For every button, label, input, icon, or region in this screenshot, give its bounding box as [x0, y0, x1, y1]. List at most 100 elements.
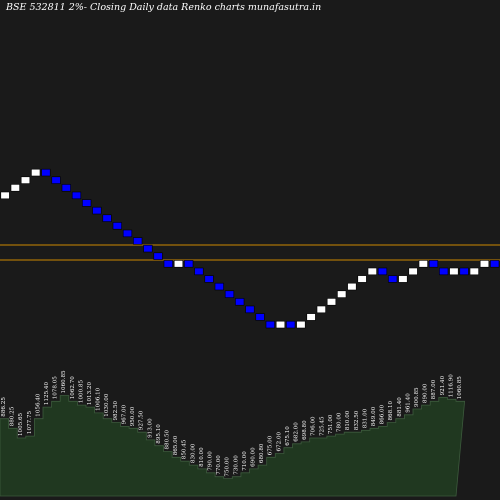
renko-up-brick: [449, 267, 459, 276]
volume-label: 1060.85: [457, 376, 463, 400]
volume-label: 1030.00: [104, 393, 110, 417]
volume-label: 1056.40: [35, 393, 41, 417]
renko-down-brick: [490, 260, 500, 268]
volume-series-area: [0, 395, 466, 497]
volume-label: 790.00: [208, 451, 214, 471]
volume-label: 725.45: [319, 416, 325, 436]
renko-down-brick: [133, 237, 143, 245]
renko-down-brick: [112, 222, 122, 230]
renko-up-brick: [20, 176, 31, 184]
renko-down-brick: [428, 260, 439, 268]
volume-label: 913.00: [147, 418, 153, 438]
volume-label: 927.50: [139, 410, 145, 430]
renko-down-brick: [51, 176, 61, 184]
renko-up-brick: [469, 267, 479, 276]
volume-label: 887.00: [431, 379, 437, 399]
renko-down-brick: [163, 260, 173, 268]
renko-down-brick: [122, 229, 133, 238]
volume-area: [0, 395, 466, 497]
volume-label: 680.80: [259, 443, 265, 463]
volume-label: 682.00: [294, 422, 300, 442]
renko-up-brick: [306, 313, 316, 321]
renko-up-brick: [357, 275, 367, 283]
renko-down-brick: [143, 244, 153, 253]
volume-label: 810.00: [199, 447, 205, 467]
volume-label: 849.00: [371, 406, 377, 426]
volume-label: 675.00: [268, 435, 274, 455]
renko-down-brick: [61, 184, 71, 192]
renko-up-brick: [275, 320, 286, 329]
volume-label: 1077.75: [27, 411, 33, 435]
volume-label: 706.00: [311, 416, 317, 436]
volume-label: 982.50: [113, 400, 119, 420]
volume-label: 865.00: [173, 435, 179, 455]
volume-label: 895.10: [156, 424, 162, 444]
renko-down-brick: [102, 214, 112, 222]
renko-down-brick: [286, 320, 296, 329]
renko-down-brick: [224, 290, 235, 298]
volume-label: 1000.85: [78, 380, 84, 404]
renko-up-brick: [398, 275, 408, 283]
renko-up-brick: [367, 267, 377, 276]
renko-up-brick: [296, 320, 306, 329]
renko-up-brick: [31, 168, 41, 177]
renko-down-brick: [92, 206, 102, 215]
volume-label: 868.10: [388, 400, 394, 420]
volume-label: 921.40: [440, 375, 446, 395]
renko-down-brick: [377, 267, 388, 276]
renko-down-brick: [184, 260, 194, 268]
volume-label: 675.10: [285, 426, 291, 446]
renko-down-brick: [71, 191, 82, 200]
volume-label: 961.40: [405, 393, 411, 413]
volume-label: 770.00: [216, 455, 222, 475]
volume-label: 886.25: [1, 397, 7, 417]
volume-label: 750.00: [225, 457, 231, 477]
volume-label: 831.00: [362, 408, 368, 428]
renko-up-brick: [326, 298, 337, 306]
volume-label: 881.40: [397, 397, 403, 417]
level-lines: [0, 244, 500, 261]
renko-up-brick: [173, 260, 184, 268]
renko-down-brick: [82, 199, 92, 207]
renko-down-brick: [235, 298, 245, 306]
volume-label: 832.50: [354, 410, 360, 430]
volume-label: 730.00: [233, 455, 239, 475]
volume-label: 1116.90: [448, 374, 454, 398]
volume-label: 1060.85: [61, 370, 67, 394]
volume-label: 950.00: [130, 406, 136, 426]
chart-title: BSE 532811 2%- Closing Daily data Renko …: [5, 2, 321, 13]
volume-label: 780.00: [337, 412, 343, 432]
volume-label: 1078.05: [53, 376, 59, 400]
renko-up-brick: [337, 290, 347, 298]
renko-down-brick: [439, 267, 449, 276]
volume-label: 810.00: [345, 410, 351, 430]
volume-label: 1013.20: [87, 382, 93, 406]
volume-label: 850.45: [182, 439, 188, 459]
renko-down-brick: [214, 282, 224, 291]
volume-label: 751.00: [328, 414, 334, 434]
volume-label: 890.00: [423, 383, 429, 403]
renko-up-brick: [347, 282, 357, 291]
volume-label: 710.00: [242, 451, 248, 471]
volume-label: 866.00: [380, 404, 386, 424]
renko-down-brick: [255, 313, 265, 321]
volume-label: 880.25: [10, 406, 16, 426]
renko-up-brick: [418, 260, 428, 268]
volume-label: 1125.40: [44, 382, 50, 406]
renko-up-brick: [10, 184, 20, 192]
renko-down-brick: [245, 305, 255, 314]
volume-label: 880.50: [165, 429, 171, 449]
volume-label: 900.85: [414, 387, 420, 407]
renko-up-brick: [479, 260, 490, 268]
renko-down-brick: [459, 267, 469, 276]
volume-label: 1006.10: [96, 387, 102, 411]
volume-label: 1005.65: [18, 412, 24, 436]
volume-label: 690.00: [251, 447, 257, 467]
renko-down-brick: [388, 275, 398, 283]
renko-up-brick: [0, 191, 10, 200]
volume-label: 672.00: [276, 431, 282, 451]
volume-label: 830.00: [190, 443, 196, 463]
volume-label: 1062.70: [70, 376, 76, 400]
renko-down-brick: [204, 275, 214, 283]
